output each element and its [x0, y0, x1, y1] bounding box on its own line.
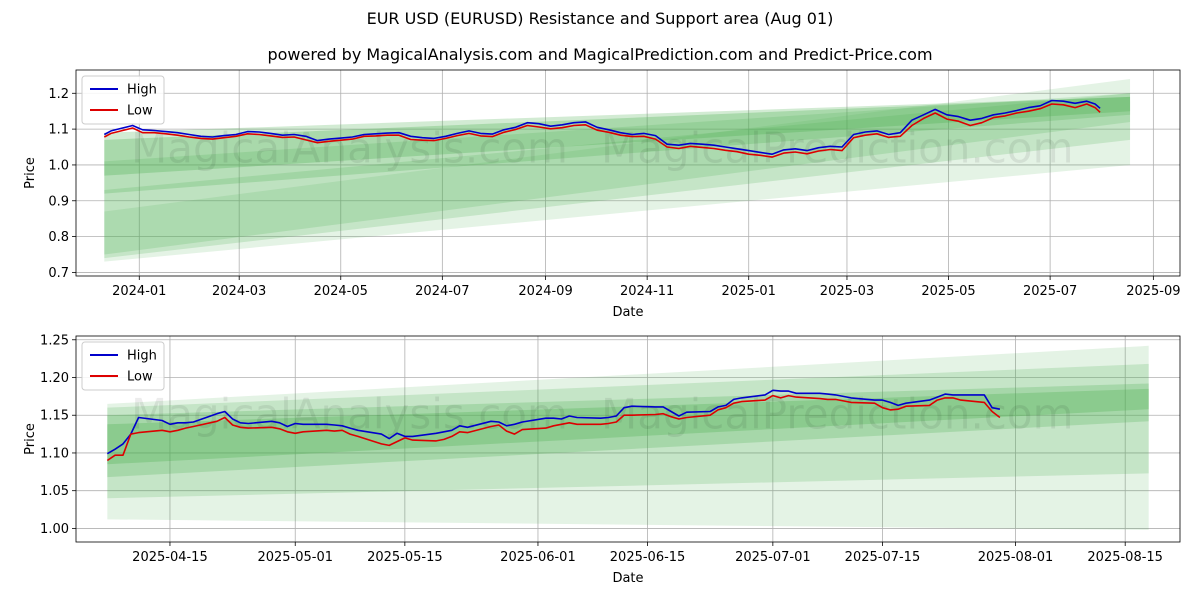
y-tick-label: 0.7: [48, 266, 69, 281]
x-tick-label: 2025-06-01: [500, 550, 576, 565]
x-tick-label: 2024-03: [212, 284, 266, 299]
x-tick-label: 2025-08-01: [978, 550, 1054, 565]
x-tick-label: 2025-05-01: [257, 550, 333, 565]
y-tick-label: 0.9: [48, 194, 69, 209]
plot-frame: [75, 69, 1181, 277]
plot-frame: [75, 335, 1181, 543]
x-axis-label: Date: [612, 305, 643, 320]
y-tick-label: 0.8: [48, 230, 69, 245]
x-tick-label: 2025-08-15: [1087, 550, 1163, 565]
y-tick-label: 1.05: [40, 484, 69, 499]
y-tick-label: 1.10: [40, 446, 69, 461]
x-tick-label: 2024-11: [620, 284, 674, 299]
x-tick-label: 2024-07: [415, 284, 469, 299]
legend-label-high: High: [127, 349, 157, 364]
x-tick-label: 2025-05: [921, 284, 975, 299]
x-tick-label: 2025-06-15: [610, 550, 686, 565]
band-4: [107, 388, 1149, 465]
x-tick-label: 2025-09: [1126, 284, 1180, 299]
x-tick-label: 2025-07-15: [845, 550, 921, 565]
chart-panel-2: MagicalAnalysis.com MagicalPrediction.com…: [23, 333, 1181, 586]
watermark-analysis: MagicalAnalysis.com: [131, 390, 568, 439]
series-line-low: [103, 103, 1101, 158]
series-line-high: [103, 99, 1101, 155]
band-5: [104, 96, 1131, 176]
band-2: [107, 363, 1149, 499]
chart-title: EUR USD (EURUSD) Resistance and Support …: [366, 9, 834, 28]
y-tick-label: 1.00: [40, 522, 69, 537]
y-axis-label: Price: [23, 423, 38, 455]
y-tick-label: 1.15: [40, 409, 69, 424]
band-3: [107, 383, 1149, 478]
legend-label-low: Low: [127, 104, 153, 119]
series-group: [106, 389, 1001, 462]
y-tick-label: 1.2: [48, 87, 69, 102]
series-line-low: [106, 394, 1001, 462]
x-tick-label: 2024-01: [112, 284, 166, 299]
legend: High Low: [81, 341, 165, 391]
y-axis-label: Price: [23, 157, 38, 189]
watermark-analysis: MagicalAnalysis.com: [131, 124, 568, 173]
y-tick-label: 1.1: [48, 123, 69, 138]
x-tick-label: 2025-07-01: [735, 550, 811, 565]
chart-subtitle: powered by MagicalAnalysis.com and Magic…: [267, 45, 933, 64]
y-tick-label: 1.25: [40, 333, 69, 348]
band-1: [104, 78, 1131, 262]
legend: High Low: [81, 75, 165, 125]
x-tick-label: 2025-03: [820, 284, 874, 299]
y-tick-label: 1.20: [40, 371, 69, 386]
x-axis-label: Date: [612, 571, 643, 586]
band-1: [107, 345, 1149, 530]
legend-label-low: Low: [127, 370, 153, 385]
support-resistance-bands: [107, 345, 1149, 530]
legend-label-high: High: [127, 83, 157, 98]
x-tick-label: 2025-07: [1023, 284, 1077, 299]
band-4: [104, 96, 1131, 194]
x-tick-label: 2025-05-15: [367, 550, 443, 565]
y-tick-label: 1.0: [48, 158, 69, 173]
watermark-prediction: MagicalPrediction.com: [601, 390, 1074, 439]
series-group: [103, 99, 1101, 158]
x-tick-label: 2024-05: [314, 284, 368, 299]
x-tick-label: 2024-09: [518, 284, 572, 299]
x-tick-label: 2025-01: [722, 284, 776, 299]
x-tick-label: 2025-04-15: [132, 550, 208, 565]
series-line-high: [106, 389, 1001, 455]
chart-panel-1: MagicalAnalysis.com MagicalPrediction.com…: [23, 69, 1181, 320]
